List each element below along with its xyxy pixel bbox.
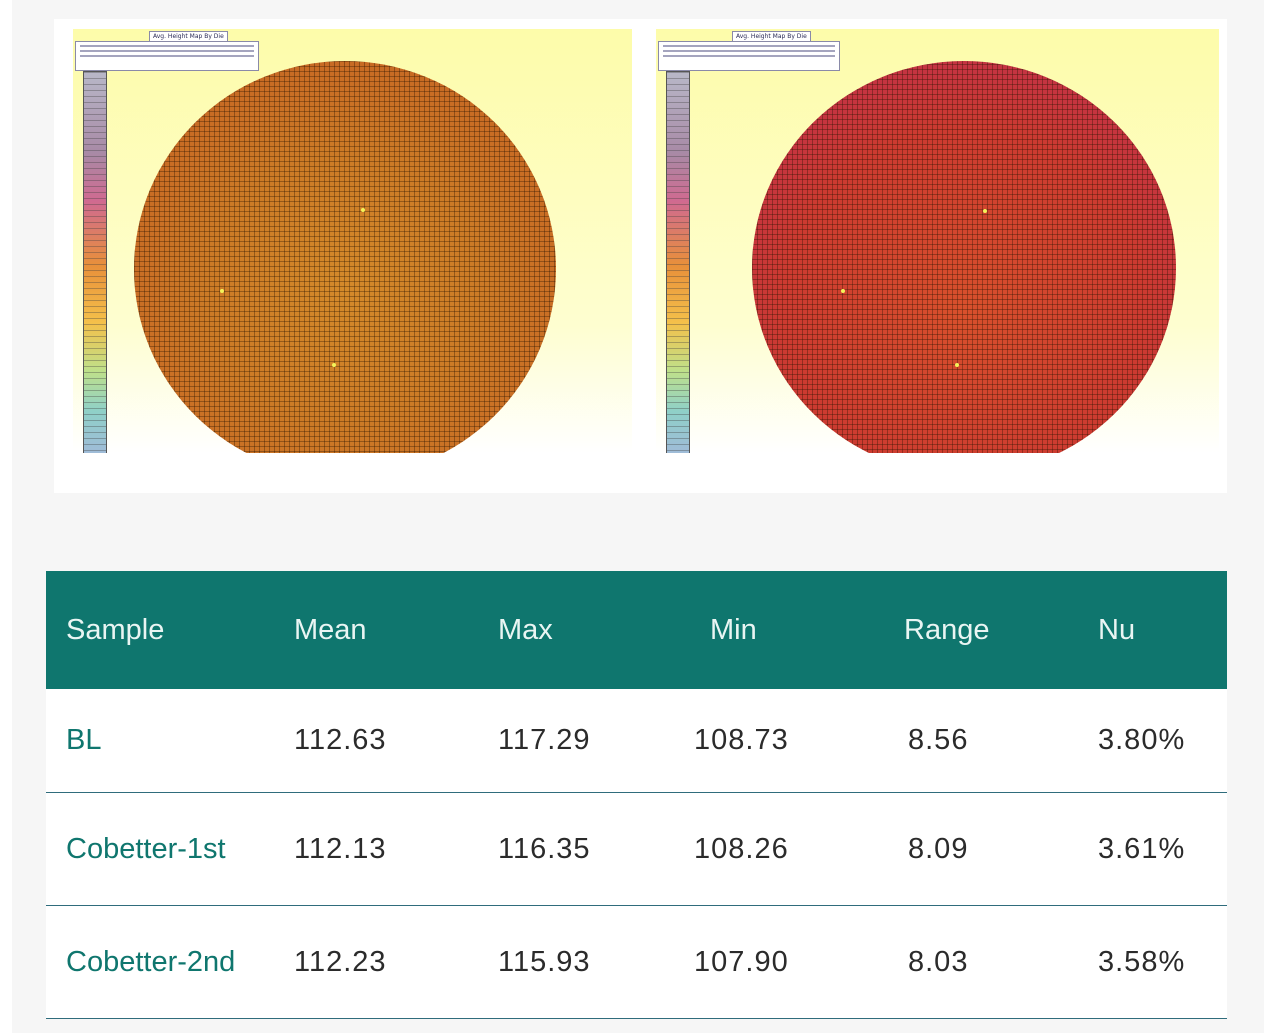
cell-sample: BL [46,689,274,793]
table-row: Cobetter-2nd 112.23 115.93 107.90 8.03 3… [46,905,1227,1019]
header-mean: Mean [274,571,478,689]
cell-mean: 112.63 [274,689,478,793]
table-row: BL 112.63 117.29 108.73 8.56 3.80% [46,689,1227,793]
cell-sample: Cobetter-2nd [46,905,274,1019]
color-scale-bar [666,71,690,453]
table-header-row: Sample Mean Max Min Range Nu [46,571,1227,689]
cell-mean: 112.13 [274,792,478,906]
wafer-map-cobetter: Avg. Height Map By Die [656,29,1219,453]
wafer-map-image: Avg. Height Map By Die Avg. Height Map B… [54,19,1227,493]
cell-nu: 3.61% [1080,792,1227,906]
cell-range: 8.03 [884,905,1080,1019]
table-row: Cobetter-1st 112.13 116.35 108.26 8.09 3… [46,792,1227,906]
header-min: Min [680,571,884,689]
header-sample: Sample [46,571,274,689]
header-range: Range [884,571,1080,689]
cell-min: 108.26 [680,792,884,906]
cell-nu: 3.80% [1080,689,1227,793]
header-max: Max [478,571,680,689]
cell-mean: 112.23 [274,905,478,1019]
cell-max: 115.93 [478,905,680,1019]
cell-min: 108.73 [680,689,884,793]
wafer-heatmap [752,61,1176,453]
wafer-map-info-box [75,41,259,71]
cell-range: 8.56 [884,689,1080,793]
cell-range: 8.09 [884,792,1080,906]
wafer-map-bl: Avg. Height Map By Die [73,29,632,453]
cell-sample: Cobetter-1st [46,792,274,906]
color-scale-bar [83,71,107,453]
wafer-heatmap [134,61,556,453]
header-nu: Nu [1080,571,1227,689]
results-table: Sample Mean Max Min Range Nu BL 112.63 1… [46,571,1227,1019]
wafer-map-info-box [658,41,840,71]
cell-max: 117.29 [478,689,680,793]
cell-max: 116.35 [478,792,680,906]
cell-min: 107.90 [680,905,884,1019]
cell-nu: 3.58% [1080,905,1227,1019]
